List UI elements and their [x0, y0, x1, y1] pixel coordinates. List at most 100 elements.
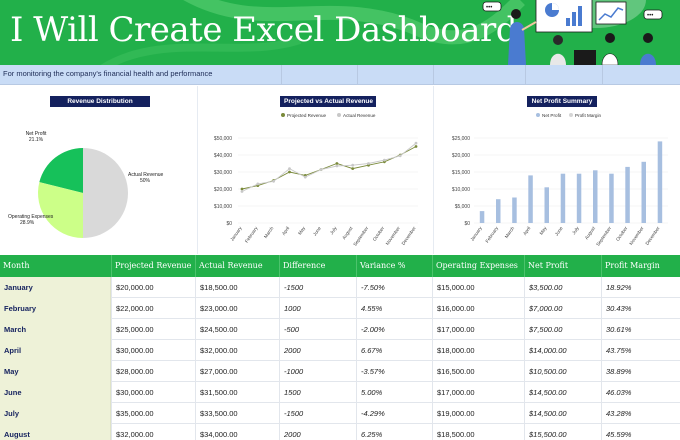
cell-month[interactable]: July: [4, 409, 20, 418]
data-point-projected[interactable]: [335, 162, 339, 165]
table-row[interactable]: March $25,000.00 $24,500.00 -500 -2.00% $17,0…: [0, 319, 680, 340]
bar-net-profit[interactable]: [576, 173, 582, 223]
pie-slice-actual-revenue[interactable]: [83, 148, 128, 238]
cell-projected-revenue[interactable]: $20,000.00: [116, 283, 154, 292]
cell-variance[interactable]: -7.50%: [361, 283, 385, 292]
cell-difference[interactable]: -1500: [284, 283, 304, 292]
column-header-difference[interactable]: Difference: [283, 261, 326, 270]
cell-difference[interactable]: 2000: [284, 346, 301, 355]
cell-variance[interactable]: 5.00%: [361, 388, 383, 397]
projected-vs-actual-line-chart[interactable]: Projected Revenue Actual Revenue $50,000…: [198, 111, 432, 253]
bar-net-profit[interactable]: [479, 211, 485, 223]
cell-operating-expenses[interactable]: $17,000.00: [437, 388, 475, 397]
cell-projected-revenue[interactable]: $30,000.00: [116, 388, 154, 397]
cell-actual-revenue[interactable]: $24,500.00: [200, 325, 238, 334]
cell-actual-revenue[interactable]: $34,000.00: [200, 430, 238, 439]
cell-profit-margin[interactable]: 45.59%: [606, 430, 632, 439]
cell-net-profit[interactable]: $14,500.00: [529, 409, 567, 418]
column-header-profit-margin[interactable]: Profit Margin: [605, 261, 660, 270]
column-header-net-profit[interactable]: Net Profit: [528, 261, 569, 270]
cell-variance[interactable]: 6.67%: [361, 346, 383, 355]
cell-difference[interactable]: 1500: [284, 388, 301, 397]
table-row[interactable]: May $28,000.00 $27,000.00 -1000 -3.57% $16,50…: [0, 361, 680, 382]
cell-actual-revenue[interactable]: $27,000.00: [200, 367, 238, 376]
data-point-actual[interactable]: [256, 182, 260, 186]
data-point-projected[interactable]: [351, 167, 355, 170]
cell-difference[interactable]: 2000: [284, 430, 301, 439]
pie-slice-net-profit[interactable]: [39, 148, 83, 193]
cell-profit-margin[interactable]: 30.43%: [606, 304, 632, 313]
cell-net-profit[interactable]: $15,500.00: [529, 430, 567, 439]
cell-month[interactable]: June: [4, 388, 22, 397]
cell-projected-revenue[interactable]: $30,000.00: [116, 346, 154, 355]
table-row[interactable]: January $20,000.00 $18,500.00 -1500 -7.50% $1…: [0, 277, 680, 298]
cell-month[interactable]: April: [4, 346, 22, 355]
data-point-actual[interactable]: [351, 163, 355, 167]
cell-variance[interactable]: -3.57%: [361, 367, 385, 376]
bar-net-profit[interactable]: [560, 173, 566, 223]
cell-projected-revenue[interactable]: $28,000.00: [116, 367, 154, 376]
cell-operating-expenses[interactable]: $15,000.00: [437, 283, 475, 292]
data-point-actual[interactable]: [383, 158, 386, 162]
table-row[interactable]: August $32,000.00 $34,000.00 2000 6.25% $18,5…: [0, 424, 680, 440]
bar-net-profit[interactable]: [625, 166, 630, 223]
cell-profit-margin[interactable]: 18.92%: [606, 283, 632, 292]
bar-net-profit[interactable]: [609, 173, 614, 223]
data-point-projected[interactable]: [240, 187, 244, 191]
column-header-variance[interactable]: Variance %: [360, 261, 406, 270]
bar-net-profit[interactable]: [496, 199, 501, 223]
data-point-actual[interactable]: [303, 175, 307, 179]
cell-variance[interactable]: 6.25%: [361, 430, 383, 439]
data-point-actual[interactable]: [335, 164, 339, 168]
data-point-projected[interactable]: [414, 145, 418, 148]
cell-profit-margin[interactable]: 46.03%: [606, 388, 632, 397]
cell-difference[interactable]: -500: [284, 325, 300, 334]
data-point-actual[interactable]: [272, 179, 275, 183]
bar-net-profit[interactable]: [657, 141, 663, 223]
cell-net-profit[interactable]: $7,500.00: [529, 325, 563, 334]
table-row[interactable]: June $30,000.00 $31,500.00 1500 5.00% $17,000…: [0, 382, 680, 403]
table-row[interactable]: April $30,000.00 $32,000.00 2000 6.67% $18,00…: [0, 340, 680, 361]
cell-net-profit[interactable]: $3,500.00: [529, 283, 563, 292]
cell-difference[interactable]: -1000: [284, 367, 304, 376]
cell-variance[interactable]: -4.29%: [361, 409, 385, 418]
cell-projected-revenue[interactable]: $35,000.00: [116, 409, 154, 418]
cell-operating-expenses[interactable]: $18,500.00: [437, 430, 475, 439]
cell-difference[interactable]: -1500: [284, 409, 304, 418]
cell-month[interactable]: March: [4, 325, 27, 334]
cell-profit-margin[interactable]: 30.61%: [606, 325, 632, 334]
data-point-actual[interactable]: [414, 141, 418, 145]
column-header-actual-revenue[interactable]: Actual Revenue: [199, 261, 263, 270]
data-point-actual[interactable]: [240, 190, 244, 193]
cell-operating-expenses[interactable]: $16,500.00: [437, 367, 475, 376]
table-row[interactable]: February $22,000.00 $23,000.00 1000 4.55% $16…: [0, 298, 680, 319]
cell-month[interactable]: August: [4, 430, 30, 439]
pie-slice-operating-expenses[interactable]: [37, 182, 83, 238]
cell-difference[interactable]: 1000: [284, 304, 301, 313]
cell-actual-revenue[interactable]: $23,000.00: [200, 304, 238, 313]
data-point-actual[interactable]: [288, 167, 291, 170]
cell-net-profit[interactable]: $10,500.00: [529, 367, 567, 376]
cell-actual-revenue[interactable]: $33,500.00: [200, 409, 238, 418]
cell-net-profit[interactable]: $14,500.00: [529, 388, 567, 397]
bar-net-profit[interactable]: [641, 161, 647, 223]
cell-profit-margin[interactable]: 43.75%: [606, 346, 632, 355]
bar-net-profit[interactable]: [528, 175, 533, 223]
data-point-projected[interactable]: [288, 170, 291, 174]
cell-projected-revenue[interactable]: $25,000.00: [116, 325, 154, 334]
cell-net-profit[interactable]: $7,000.00: [529, 304, 563, 313]
cell-actual-revenue[interactable]: $31,500.00: [200, 388, 238, 397]
cell-profit-margin[interactable]: 38.89%: [606, 367, 632, 376]
bar-net-profit[interactable]: [544, 187, 550, 223]
cell-month[interactable]: May: [4, 367, 19, 376]
cell-actual-revenue[interactable]: $18,500.00: [200, 283, 238, 292]
cell-profit-margin[interactable]: 43.28%: [606, 409, 632, 418]
column-header-operating-expenses[interactable]: Operating Expenses: [436, 261, 518, 270]
bar-net-profit[interactable]: [593, 170, 598, 223]
column-header-projected-revenue[interactable]: Projected Revenue: [115, 261, 192, 270]
cell-variance[interactable]: -2.00%: [361, 325, 385, 334]
bar-net-profit[interactable]: [512, 197, 517, 224]
cell-projected-revenue[interactable]: $22,000.00: [116, 304, 154, 313]
data-point-actual[interactable]: [398, 154, 402, 158]
cell-operating-expenses[interactable]: $17,000.00: [437, 325, 475, 334]
